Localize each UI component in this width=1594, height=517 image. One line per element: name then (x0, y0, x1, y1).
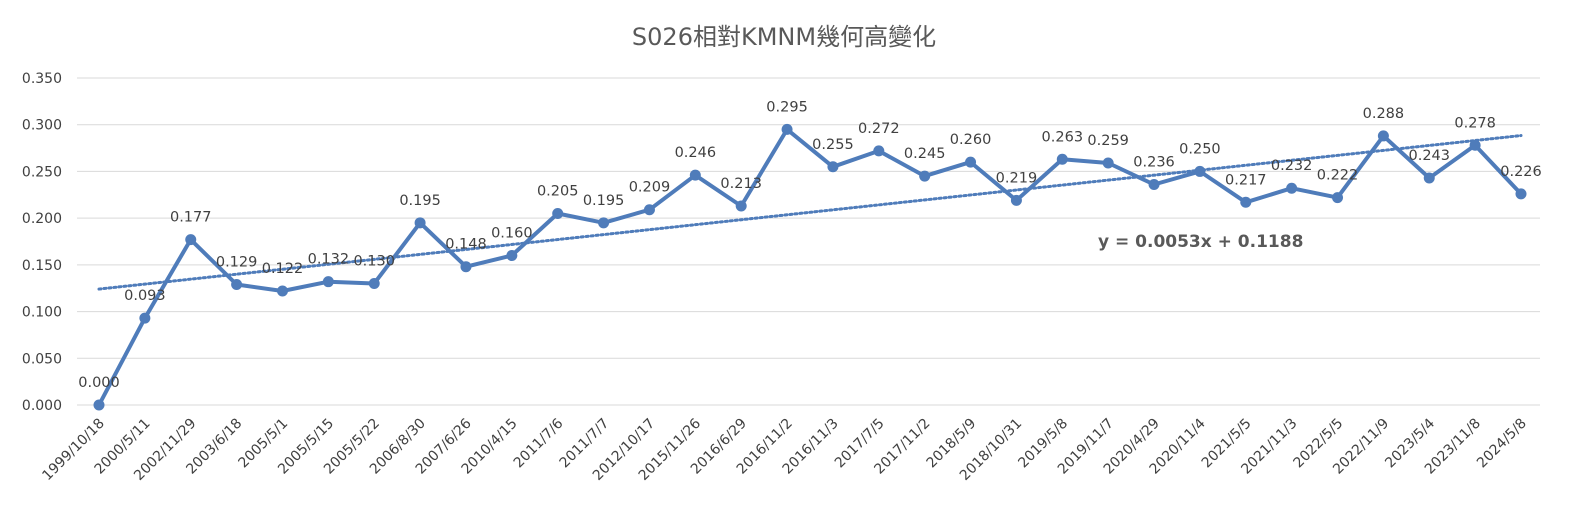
data-point (414, 217, 426, 229)
data-point (1423, 172, 1435, 184)
data-point (1240, 196, 1252, 208)
data-point (919, 170, 931, 182)
data-point (1194, 165, 1206, 177)
data-point (598, 217, 610, 229)
data-point (139, 312, 151, 324)
data-label: 0.222 (1317, 168, 1359, 184)
y-tick-label: 0.100 (22, 305, 62, 321)
data-point (1148, 179, 1160, 191)
data-label: 0.295 (766, 99, 808, 115)
y-tick-label: 0.050 (22, 351, 62, 367)
data-label: 0.160 (491, 226, 533, 242)
y-tick-label: 0.300 (22, 118, 62, 134)
data-point (873, 145, 885, 157)
data-label: 0.260 (950, 132, 992, 148)
data-label: 0.213 (720, 176, 762, 192)
y-tick-label: 0.250 (22, 164, 62, 180)
data-point (827, 161, 839, 173)
data-point (552, 207, 564, 219)
data-label: 0.130 (353, 254, 395, 270)
data-label: 0.195 (399, 193, 441, 209)
y-tick-label: 0.000 (22, 398, 62, 414)
data-label: 0.122 (262, 261, 304, 277)
data-label: 0.177 (170, 210, 212, 226)
data-point (689, 169, 701, 181)
data-point (1286, 182, 1298, 194)
data-point (231, 278, 243, 290)
data-label: 0.232 (1271, 158, 1313, 174)
data-point (185, 234, 197, 246)
y-tick-label: 0.350 (22, 71, 62, 87)
data-point (643, 204, 655, 216)
data-label: 0.278 (1454, 115, 1496, 131)
data-point (1332, 192, 1344, 204)
data-point (1056, 153, 1068, 165)
data-label: 0.245 (904, 146, 946, 162)
y-tick-label: 0.200 (22, 211, 62, 227)
trendline-equation: y = 0.0053x + 0.1188 (1098, 232, 1303, 252)
y-tick-label: 0.150 (22, 258, 62, 274)
series-line (97, 127, 1523, 407)
y-axis: 0.000 0.050 0.100 0.150 0.200 0.250 0.300 0.350 (22, 71, 62, 414)
data-point (1515, 188, 1527, 200)
data-point (1102, 157, 1114, 169)
data-label: 0.259 (1087, 133, 1129, 149)
trendline (97, 134, 1523, 291)
data-label: 0.236 (1133, 155, 1175, 171)
gridlines (77, 77, 1540, 406)
data-label: 0.217 (1225, 172, 1267, 188)
data-label: 0.226 (1500, 164, 1542, 180)
data-label: 0.205 (537, 183, 579, 199)
data-label: 0.263 (1042, 129, 1084, 145)
data-point (322, 276, 334, 288)
x-tick-label: 2024/5/8 (1474, 416, 1530, 472)
data-point (965, 156, 977, 168)
data-point (93, 399, 105, 411)
data-label: 0.219 (996, 170, 1038, 186)
data-label: 0.243 (1409, 148, 1451, 164)
data-point (735, 200, 747, 212)
trendline-layer (97, 134, 1523, 291)
data-point (506, 250, 518, 262)
data-point (368, 278, 380, 290)
data-label: 0.093 (124, 288, 166, 304)
data-label: 0.148 (445, 237, 487, 253)
data-point (276, 285, 288, 297)
data-label: 0.288 (1363, 106, 1405, 122)
series-layer (93, 123, 1527, 411)
data-label: 0.246 (675, 145, 717, 161)
data-label: 0.250 (1179, 141, 1221, 157)
x-axis: 1999/10/182000/5/112002/11/292003/6/1820… (39, 415, 1529, 483)
data-point (460, 261, 472, 273)
data-label: 0.209 (629, 180, 671, 196)
data-label: 0.132 (308, 252, 350, 268)
data-label: 0.129 (216, 254, 258, 270)
data-point (781, 123, 793, 135)
chart-title: S026相對KMNM幾何高變化 (632, 23, 936, 51)
data-label: 0.000 (78, 375, 120, 391)
data-label: 0.195 (583, 193, 625, 209)
data-point (1377, 130, 1389, 142)
data-point (1469, 139, 1481, 151)
data-label: 0.255 (812, 137, 854, 153)
data-label: 0.272 (858, 121, 900, 137)
data-point (1010, 194, 1022, 206)
